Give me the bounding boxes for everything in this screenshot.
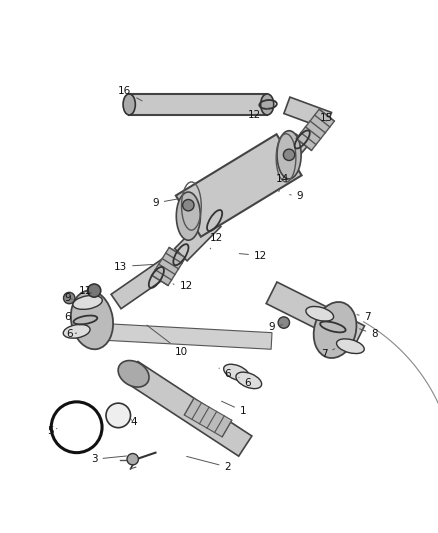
Polygon shape bbox=[129, 94, 267, 115]
Text: 15: 15 bbox=[320, 112, 333, 123]
Text: 5: 5 bbox=[47, 426, 57, 436]
Ellipse shape bbox=[63, 325, 90, 338]
Text: 12: 12 bbox=[173, 281, 193, 291]
Text: 14: 14 bbox=[276, 174, 289, 191]
Text: 3: 3 bbox=[91, 454, 127, 464]
Text: 7: 7 bbox=[321, 349, 335, 359]
Text: 13: 13 bbox=[114, 262, 153, 271]
Text: 6: 6 bbox=[64, 312, 74, 324]
Text: 1: 1 bbox=[222, 401, 247, 416]
Text: 9: 9 bbox=[64, 293, 72, 303]
Text: 4: 4 bbox=[130, 417, 137, 427]
Text: 6: 6 bbox=[219, 368, 231, 379]
Text: 6: 6 bbox=[239, 377, 251, 387]
Text: 9: 9 bbox=[268, 322, 283, 332]
Text: 9: 9 bbox=[290, 191, 304, 201]
Ellipse shape bbox=[176, 192, 200, 240]
Circle shape bbox=[88, 284, 101, 297]
Ellipse shape bbox=[277, 131, 301, 179]
Circle shape bbox=[278, 317, 290, 328]
Circle shape bbox=[283, 149, 295, 160]
Polygon shape bbox=[111, 255, 178, 309]
Ellipse shape bbox=[336, 339, 364, 353]
Text: 10: 10 bbox=[147, 325, 188, 357]
Polygon shape bbox=[184, 398, 232, 437]
Polygon shape bbox=[176, 134, 302, 237]
Polygon shape bbox=[296, 109, 335, 150]
Text: 12: 12 bbox=[247, 108, 269, 120]
Polygon shape bbox=[109, 324, 272, 349]
Ellipse shape bbox=[306, 306, 334, 321]
Polygon shape bbox=[266, 282, 364, 348]
Text: 12: 12 bbox=[239, 251, 267, 261]
Circle shape bbox=[64, 292, 75, 304]
Polygon shape bbox=[283, 134, 308, 160]
Circle shape bbox=[106, 403, 131, 427]
Ellipse shape bbox=[261, 94, 274, 115]
Polygon shape bbox=[152, 247, 186, 286]
Polygon shape bbox=[175, 214, 221, 261]
Text: 8: 8 bbox=[360, 329, 378, 340]
Text: 7: 7 bbox=[357, 312, 371, 322]
Circle shape bbox=[183, 199, 194, 211]
Ellipse shape bbox=[118, 360, 149, 387]
Ellipse shape bbox=[236, 372, 261, 389]
Text: 6: 6 bbox=[66, 329, 77, 340]
Text: 12: 12 bbox=[210, 233, 223, 249]
Ellipse shape bbox=[123, 94, 135, 115]
Text: 2: 2 bbox=[187, 456, 231, 472]
Circle shape bbox=[127, 454, 138, 465]
Ellipse shape bbox=[224, 364, 249, 381]
Text: 9: 9 bbox=[152, 198, 177, 208]
Ellipse shape bbox=[73, 295, 102, 309]
Ellipse shape bbox=[314, 302, 357, 358]
Text: 16: 16 bbox=[118, 86, 142, 101]
Polygon shape bbox=[284, 97, 332, 129]
Text: 11: 11 bbox=[79, 286, 92, 296]
Polygon shape bbox=[125, 361, 252, 456]
Ellipse shape bbox=[71, 290, 113, 349]
